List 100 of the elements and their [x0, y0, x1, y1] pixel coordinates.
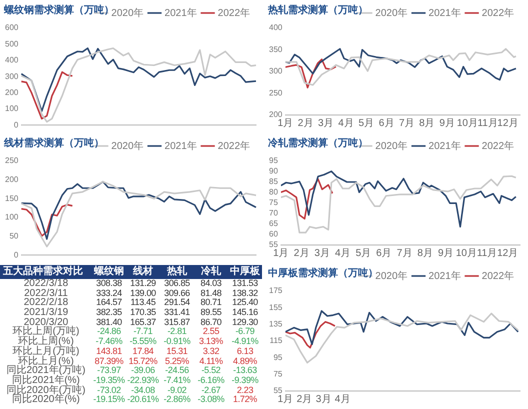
x-tick-label: 4月 [338, 118, 354, 129]
y-tick-label: 400 [268, 23, 283, 32]
y-tick-label: 100 [4, 212, 19, 222]
y-tick-label: 100 [4, 104, 19, 114]
text: -24.86 [97, 326, 121, 336]
text: 4.11% [199, 356, 223, 366]
text: -7.46% [96, 336, 122, 346]
x-tick-label: 6月 [376, 248, 392, 259]
legend-label: 2022年 [218, 6, 250, 19]
x-tick-label: 8月 [417, 248, 433, 259]
text: -34.08 [131, 384, 155, 395]
legend-label: 2020年 [375, 140, 408, 152]
text: -5.52 [201, 365, 220, 376]
x-tick-label: 5月 [356, 248, 372, 259]
text: 80.71 [200, 297, 222, 308]
text: 2.55 [202, 326, 220, 336]
x-tick-label: 11月 [477, 118, 498, 129]
y-tick-label: 200 [268, 110, 283, 120]
text: 170.35 [130, 307, 156, 318]
legend-label: 2021年 [164, 6, 197, 19]
x-tick-label: 6月 [378, 118, 394, 129]
category-label: 2021/3/19 [24, 307, 68, 318]
category-label: 2022/3/18 [24, 278, 68, 289]
x-tick-label: 2月 [294, 248, 310, 259]
y-tick-label: 70 [268, 208, 278, 218]
text: 2.23 [236, 384, 254, 395]
text: 331.41 [164, 307, 190, 318]
y-tick-label: 500 [4, 39, 19, 48]
x-tick-label: 8月 [419, 118, 435, 129]
legend-label: 2021年 [428, 6, 461, 19]
x-tick-label: 1月 [278, 394, 294, 405]
legend-label: 2020年 [375, 6, 408, 19]
y-tick-label: 300 [268, 66, 283, 76]
x-tick-label: 11月 [476, 248, 498, 259]
x-tick-label: 3月 [318, 118, 334, 129]
y-tick-label: 55 [273, 386, 283, 396]
category-label: 冷轧 [200, 265, 222, 279]
y-tick-label: 65 [268, 219, 278, 228]
legend-label: 2022年 [482, 6, 514, 19]
x-tick-label: 4月 [334, 248, 351, 259]
y-tick-label: 85 [268, 177, 278, 186]
y-tick-label: 600 [4, 23, 19, 32]
text: 4.89% [232, 356, 258, 366]
text: -2.81 [167, 326, 186, 336]
y-tick-label: 95 [273, 352, 283, 362]
legend-label: 2020年 [111, 6, 144, 19]
x-tick-label: 3月 [314, 248, 330, 259]
text: 6.13 [236, 346, 254, 356]
text: -73.97 [97, 365, 121, 376]
chart-title: 热轧需求测算（万吨） [268, 4, 368, 17]
text: -19.15% [93, 394, 125, 404]
text: -9.39% [232, 374, 258, 385]
legend-label: 2022年 [482, 140, 514, 152]
y-tick-label: 200 [4, 175, 19, 184]
text: 308.38 [96, 278, 122, 288]
text: -20.61% [127, 394, 159, 404]
y-tick-label: 250 [4, 156, 19, 166]
text: -6.79 [235, 326, 254, 336]
text: 3.13% [198, 336, 224, 346]
text: 164.57 [96, 297, 122, 308]
x-tick-label: 7月 [396, 248, 412, 259]
legend-label: 2020年 [375, 270, 408, 282]
x-tick-label: 7月 [398, 118, 414, 129]
text: -7.71 [133, 326, 152, 336]
text: -9.02 [167, 384, 186, 395]
y-tick-label: 150 [4, 194, 19, 203]
text: -7.41% [164, 374, 190, 385]
x-tick-label: 3月 [316, 394, 332, 405]
x-tick-label: 1月 [273, 248, 289, 259]
legend-label: 2021年 [428, 270, 461, 282]
y-tick-label: 155 [268, 302, 283, 312]
y-tick-label: 50 [9, 232, 19, 241]
category-label: 2022/2/18 [24, 297, 68, 308]
x-tick-label: 9月 [439, 118, 455, 129]
category-label: 中厚板 [229, 265, 261, 279]
category-label: 线材 [132, 265, 154, 279]
x-tick-label: 10月 [456, 248, 477, 259]
legend-label: 2022年 [482, 270, 514, 282]
category-label: 2022/3/11 [24, 288, 68, 299]
text: 138.32 [232, 288, 258, 298]
y-tick-label: 250 [268, 88, 283, 98]
x-tick-label: 10月 [456, 118, 478, 129]
x-tick-label: 2月 [298, 118, 314, 129]
x-tick-label: 2月 [296, 394, 312, 405]
y-tick-label: 175 [268, 286, 283, 296]
text: -19.35% [93, 374, 125, 385]
text: 84.03 [200, 278, 222, 288]
text: -0.91% [164, 336, 190, 346]
text: 165.37 [130, 316, 156, 327]
x-tick-label: 12月 [497, 118, 518, 129]
text: 291.54 [164, 297, 190, 308]
text: 3.32 [202, 346, 220, 356]
text: 86.70 [200, 316, 222, 327]
text: 129.30 [232, 316, 258, 327]
text: 333.24 [96, 288, 122, 298]
text: 315.87 [164, 316, 190, 327]
text: 5.25% [164, 356, 190, 366]
text: -3.08% [198, 394, 224, 404]
chart-title: 冷轧需求测算（万吨） [268, 136, 368, 150]
text: 113.45 [130, 297, 156, 308]
